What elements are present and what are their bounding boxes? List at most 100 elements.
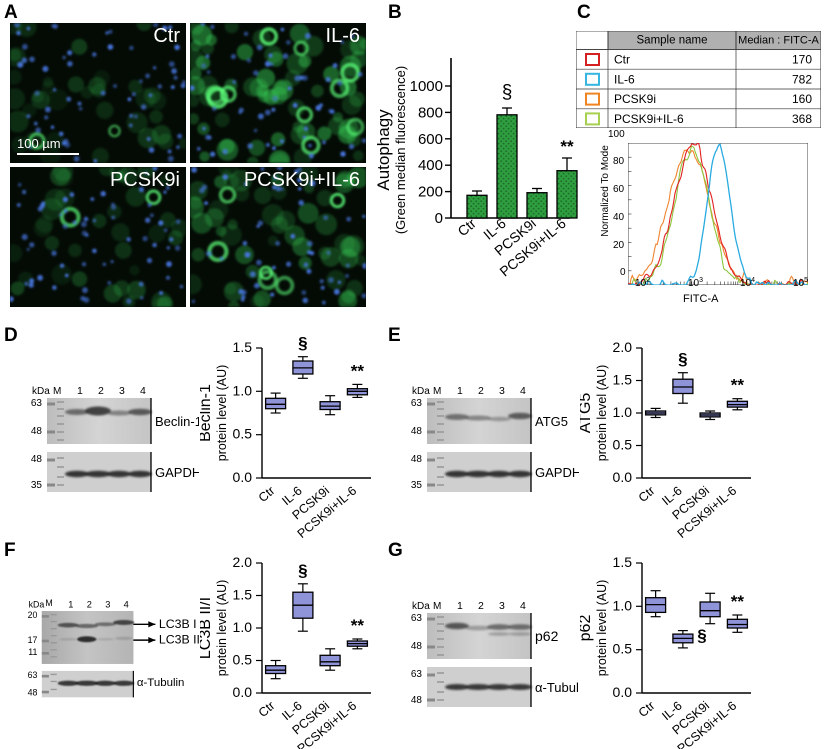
svg-text:§: § (298, 561, 307, 580)
svg-text:IL-6: IL-6 (614, 72, 635, 86)
svg-text:1: 1 (77, 385, 83, 397)
svg-text:600: 600 (418, 131, 443, 148)
svg-text:3: 3 (105, 600, 110, 610)
svg-text:PCSK9i+IL-6: PCSK9i+IL-6 (614, 112, 684, 126)
svg-text:63: 63 (31, 398, 43, 409)
svg-text:1: 1 (457, 600, 463, 612)
svg-text:protein level (AU): protein level (AU) (595, 365, 609, 462)
svg-text:63: 63 (411, 398, 423, 409)
svg-text:1.0: 1.0 (233, 619, 253, 635)
svg-text:**: ** (351, 616, 365, 635)
svg-text:Ctr: Ctr (636, 699, 658, 720)
svg-text:63: 63 (411, 669, 423, 680)
svg-text:Autophagy: Autophagy (375, 109, 393, 191)
svg-text:3: 3 (499, 385, 505, 397)
svg-text:1.0: 1.0 (613, 597, 633, 613)
svg-text:§: § (697, 626, 706, 645)
svg-text:48: 48 (411, 641, 423, 652)
svg-text:(Green median fluorescence): (Green median fluorescence) (393, 66, 408, 234)
svg-text:200: 200 (418, 184, 443, 201)
svg-text:48: 48 (31, 454, 43, 465)
svg-text:2: 2 (478, 385, 484, 397)
svg-text:M: M (53, 386, 61, 397)
svg-text:α-Tubulin: α-Tubulin (535, 680, 579, 695)
svg-text:1000: 1000 (410, 78, 443, 95)
svg-text:20: 20 (28, 610, 38, 620)
svg-text:protein level (AU): protein level (AU) (215, 580, 229, 677)
svg-text:1: 1 (68, 600, 73, 610)
svg-text:2: 2 (98, 385, 104, 397)
svg-text:§: § (502, 82, 513, 103)
svg-text:0.0: 0.0 (233, 469, 253, 485)
svg-text:11: 11 (28, 647, 37, 657)
svg-text:kDa: kDa (32, 386, 50, 397)
svg-text:63: 63 (28, 670, 38, 680)
svg-text:2.0: 2.0 (613, 339, 633, 355)
svg-text:1.5: 1.5 (233, 339, 253, 355)
svg-text:M: M (433, 601, 441, 612)
svg-text:3: 3 (499, 600, 505, 612)
svg-text:48: 48 (411, 695, 423, 706)
svg-text:p62: p62 (580, 615, 594, 642)
svg-text:63: 63 (411, 613, 423, 624)
svg-text:Beclin-1: Beclin-1 (155, 414, 199, 429)
svg-text:kDa: kDa (412, 601, 430, 612)
svg-text:α-Tubulin: α-Tubulin (137, 677, 185, 689)
svg-text:35: 35 (31, 480, 43, 491)
svg-text:4: 4 (520, 600, 526, 612)
svg-text:p62: p62 (535, 628, 559, 644)
svg-text:400: 400 (418, 157, 443, 174)
svg-text:1.5: 1.5 (613, 372, 633, 388)
svg-text:LC3B II/I: LC3B II/I (200, 597, 214, 659)
svg-text:protein level (AU): protein level (AU) (595, 580, 609, 677)
svg-text:protein level (AU): protein level (AU) (215, 365, 229, 462)
svg-text:0: 0 (435, 210, 443, 227)
svg-text:M: M (433, 386, 441, 397)
svg-text:368: 368 (792, 112, 812, 126)
svg-text:35: 35 (411, 480, 423, 491)
svg-text:ATG5: ATG5 (580, 393, 594, 434)
svg-text:0.0: 0.0 (233, 684, 253, 700)
svg-text:782: 782 (792, 72, 812, 86)
svg-text:48: 48 (28, 688, 38, 698)
svg-text:Ctr: Ctr (256, 484, 278, 505)
svg-text:LC3B II: LC3B II (159, 633, 200, 647)
svg-text:kDa: kDa (412, 386, 430, 397)
svg-text:48: 48 (411, 454, 423, 465)
svg-text:0.5: 0.5 (613, 437, 633, 453)
svg-text:0.5: 0.5 (233, 652, 253, 668)
svg-text:LC3B I: LC3B I (159, 617, 197, 631)
svg-text:PCSK9i: PCSK9i (614, 92, 656, 106)
svg-text:1.5: 1.5 (233, 587, 253, 603)
svg-text:2: 2 (87, 600, 92, 610)
svg-text:0.5: 0.5 (233, 426, 253, 442)
svg-text:4: 4 (124, 600, 129, 610)
svg-text:§: § (298, 334, 307, 353)
svg-text:Ctr: Ctr (636, 484, 658, 505)
svg-text:Ctr: Ctr (614, 53, 630, 67)
svg-text:0.0: 0.0 (613, 684, 633, 700)
svg-text:160: 160 (792, 92, 812, 106)
svg-text:1: 1 (457, 385, 463, 397)
svg-text:17: 17 (28, 635, 38, 645)
svg-text:48: 48 (31, 426, 43, 437)
svg-text:Ctr: Ctr (256, 699, 278, 720)
svg-text:**: ** (351, 361, 365, 380)
svg-text:GAPDH: GAPDH (535, 465, 579, 480)
svg-text:800: 800 (418, 104, 443, 121)
svg-text:**: ** (731, 592, 745, 611)
svg-text:4: 4 (520, 385, 526, 397)
svg-text:Median : FITC-A: Median : FITC-A (738, 35, 819, 47)
svg-text:Sample name: Sample name (637, 35, 708, 47)
svg-text:2.0: 2.0 (233, 554, 253, 570)
svg-text:1.0: 1.0 (613, 404, 633, 420)
svg-text:**: ** (731, 376, 745, 395)
svg-text:2: 2 (478, 600, 484, 612)
svg-text:48: 48 (411, 426, 423, 437)
svg-text:0.0: 0.0 (613, 469, 633, 485)
svg-text:ATG5: ATG5 (535, 414, 568, 429)
svg-text:§: § (678, 350, 687, 369)
svg-text:1.0: 1.0 (233, 382, 253, 398)
svg-text:4: 4 (140, 385, 146, 397)
svg-text:1.5: 1.5 (613, 554, 633, 570)
